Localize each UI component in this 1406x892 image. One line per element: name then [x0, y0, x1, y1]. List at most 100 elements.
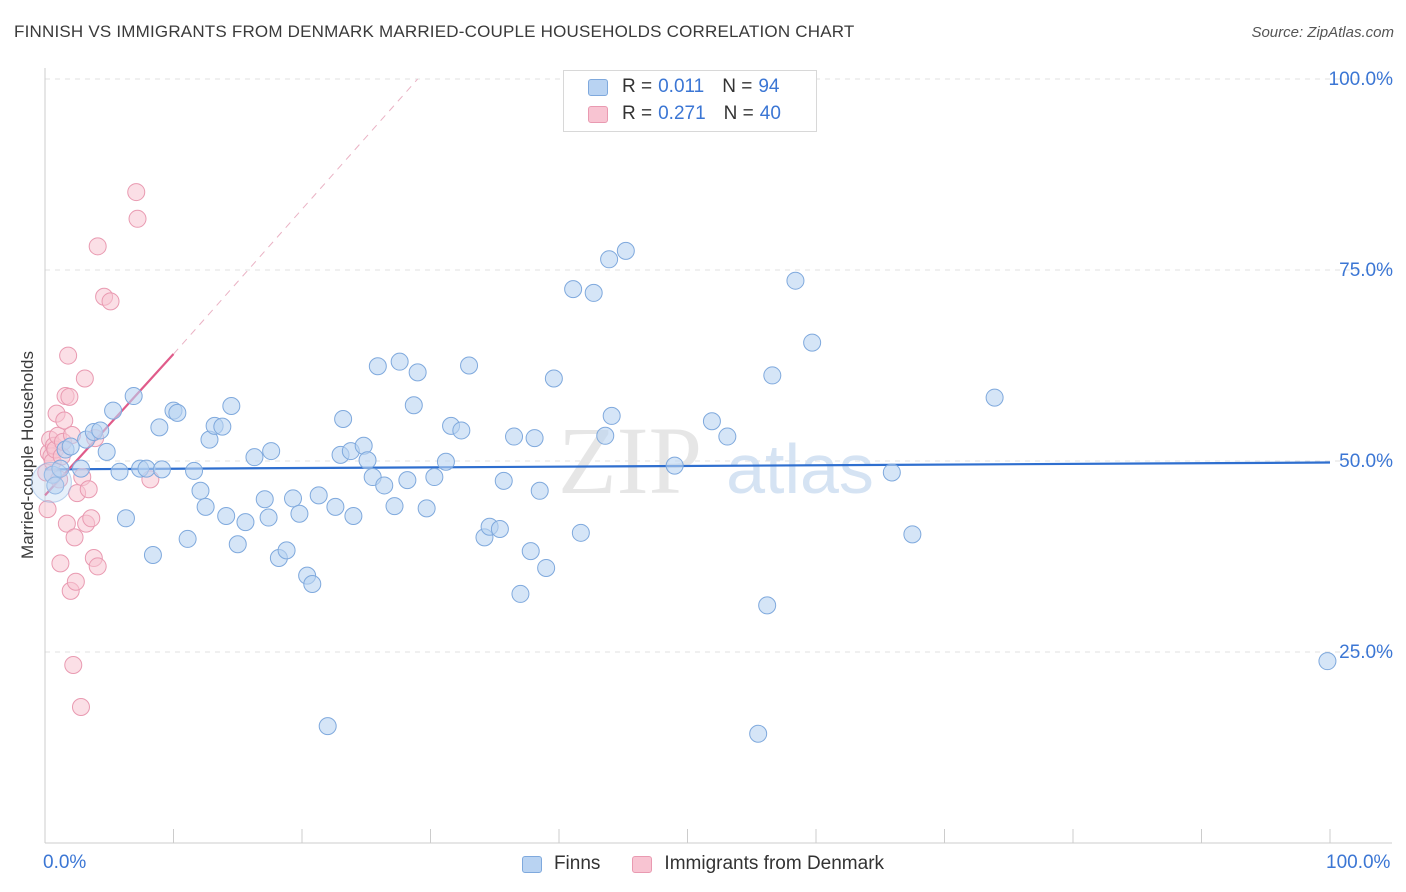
grid-lines [45, 78, 1392, 653]
finns-point-27 [213, 417, 232, 436]
finns-n-label: N = [722, 76, 753, 97]
denmark-point-30 [82, 509, 101, 528]
finns-point-30 [228, 535, 247, 554]
finns-trend-line [44, 461, 1331, 471]
finns-points [30, 241, 1337, 743]
finns-point-16 [143, 545, 162, 564]
finns-point-15 [137, 459, 156, 478]
finns-point-41 [303, 575, 322, 594]
finns-r-value: 0.011 [658, 76, 705, 97]
denmark-legend-label: Immigrants from Denmark [664, 853, 885, 874]
denmark-point-37 [127, 183, 146, 202]
finns-point-48 [344, 507, 363, 526]
finns-point-23 [191, 481, 210, 500]
finns-point-54 [385, 497, 404, 516]
finns-point-12 [116, 509, 135, 528]
y-tick-label-50: 50.0% [1339, 451, 1393, 472]
finns-point-39 [290, 504, 309, 523]
y-tick-label-100: 100.0% [1329, 69, 1394, 90]
finns-point-4 [61, 437, 80, 456]
finns-point-58 [408, 363, 427, 382]
finns-point-18 [152, 460, 171, 479]
finns-point-83 [665, 456, 684, 475]
denmark-point-11 [51, 554, 70, 573]
denmark-n-value: 40 [759, 103, 781, 124]
finns-point-68 [494, 471, 513, 490]
legend-item-finns[interactable]: Finns [521, 853, 601, 875]
finns-point-33 [255, 490, 274, 509]
finns-point-84 [702, 412, 721, 431]
denmark-point-34 [88, 237, 107, 256]
finns-point-22 [185, 461, 204, 480]
finns-point-60 [425, 468, 444, 487]
chart-title: FINNISH VS IMMIGRANTS FROM DENMARK MARRI… [14, 22, 855, 41]
finns-point-10 [104, 401, 123, 420]
correlation-legend: R = 0.011 N = 94 R = 0.271 N = 40 [563, 70, 817, 132]
denmark-point-18 [60, 387, 79, 406]
finns-point-57 [404, 396, 423, 415]
finns-point-77 [571, 523, 590, 542]
finns-point-79 [596, 426, 615, 445]
x-tick-label-min: 0.0% [43, 852, 87, 873]
denmark-point-21 [64, 655, 83, 674]
finns-r-label: R = [622, 76, 653, 97]
finns-point-67 [490, 519, 509, 538]
finns-point-46 [334, 409, 353, 428]
source-credit: Source: ZipAtlas.com [1251, 24, 1394, 41]
denmark-point-25 [71, 698, 90, 717]
finns-point-44 [326, 497, 345, 516]
denmark-point-1 [38, 500, 57, 519]
finns-point-87 [758, 596, 777, 615]
finns-cluster-point [30, 461, 72, 503]
denmark-point-14 [55, 411, 74, 430]
finns-point-8 [91, 421, 110, 440]
denmark-point-36 [101, 292, 120, 311]
finns-point-64 [460, 356, 479, 375]
finns-point-43 [318, 717, 337, 736]
legend-row-denmark: R = 0.271 N = 40 [588, 102, 781, 126]
finns-point-78 [584, 283, 603, 302]
finns-point-42 [309, 486, 328, 505]
denmark-point-22 [65, 528, 84, 547]
finns-point-13 [124, 387, 143, 406]
finns-n-value: 94 [758, 76, 780, 97]
finns-point-61 [436, 452, 455, 471]
finns-point-70 [511, 584, 530, 603]
finns-swatch [588, 78, 608, 96]
finns-point-91 [882, 463, 901, 482]
finns-point-88 [763, 366, 782, 385]
denmark-point-16 [57, 514, 76, 533]
finns-point-29 [222, 396, 241, 415]
finns-point-92 [903, 525, 922, 544]
finns-point-89 [786, 271, 805, 290]
y-tick-label-75: 75.0% [1339, 260, 1393, 281]
finns-point-69 [505, 427, 524, 446]
finns-point-35 [262, 442, 281, 461]
legend-item-denmark[interactable]: Immigrants from Denmark [632, 853, 884, 875]
finns-legend-label: Finns [553, 853, 601, 874]
denmark-point-23 [66, 572, 85, 591]
denmark-point-27 [75, 369, 94, 388]
denmark-point-17 [59, 346, 78, 365]
finns-point-81 [602, 406, 621, 425]
finns-point-50 [358, 451, 377, 470]
finns-point-63 [452, 421, 471, 440]
finns-point-1 [46, 476, 65, 495]
finns-point-17 [150, 418, 169, 437]
series-legend: Finns Immigrants from Denmark [0, 850, 1406, 878]
finns-point-75 [544, 369, 563, 388]
finns-point-34 [259, 508, 278, 527]
finns-point-59 [417, 499, 436, 518]
finns-point-74 [537, 558, 556, 577]
x-tick-label-max: 100.0% [1326, 852, 1391, 873]
finns-legend-swatch [521, 855, 542, 873]
finns-point-82 [616, 241, 635, 260]
finns-point-71 [521, 542, 540, 561]
denmark-point-33 [88, 557, 107, 576]
y-tick-label-25: 25.0% [1339, 642, 1393, 663]
watermark-atlas: atlas [726, 430, 874, 508]
finns-point-55 [390, 352, 409, 371]
finns-point-72 [525, 429, 544, 448]
denmark-point-38 [128, 209, 147, 228]
